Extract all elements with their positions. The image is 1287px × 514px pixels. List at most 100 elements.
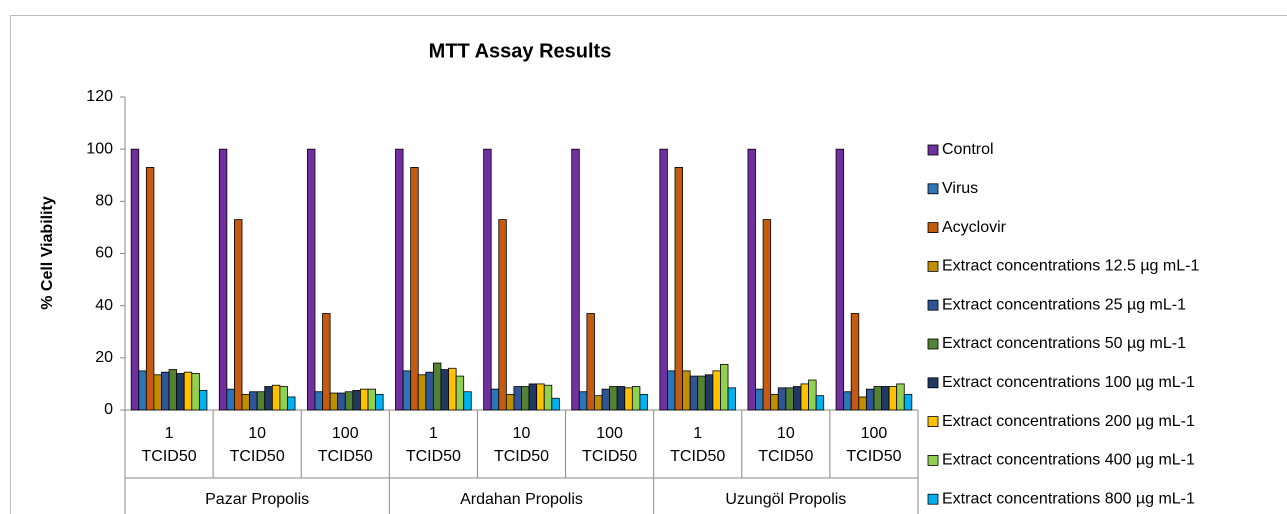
legend-label: Extract concentrations 50 µg mL-1 [942, 335, 1186, 352]
bar [881, 386, 890, 411]
legend-swatch [927, 377, 939, 389]
legend-swatch [927, 260, 939, 272]
bar [417, 374, 427, 411]
bar [234, 219, 243, 411]
bar [667, 370, 676, 411]
bar [835, 148, 845, 411]
bar [601, 388, 611, 411]
y-tick-label: 60 [95, 245, 113, 262]
bar [344, 391, 354, 411]
legend-label: Extract concentrations 12.5 µg mL-1 [942, 258, 1199, 275]
bar [850, 313, 860, 411]
x-tick-label: 10 TCID50 [493, 425, 550, 465]
group-label: Ardahan Propolis [460, 491, 583, 508]
bar [609, 386, 618, 411]
bar [616, 386, 626, 411]
bar [279, 386, 288, 411]
bar [448, 367, 457, 411]
legend-label: Extract concentrations 800 µg mL-1 [942, 490, 1195, 507]
bar [903, 393, 913, 411]
bar [367, 388, 376, 411]
bar [712, 370, 721, 411]
bar [306, 148, 316, 411]
legend-label: Extract concentrations 25 µg mL-1 [942, 296, 1186, 313]
bar [264, 386, 273, 411]
legend-swatch [927, 454, 939, 466]
bar [226, 388, 235, 411]
bar [843, 391, 852, 411]
bar [689, 375, 699, 411]
bar [682, 370, 691, 411]
bar [727, 387, 737, 411]
legend-label: Acyclovir [942, 219, 1007, 236]
bar [896, 383, 905, 411]
bar [624, 387, 633, 411]
legend-label: Extract concentrations 200 µg mL-1 [942, 413, 1195, 430]
bar [697, 375, 706, 411]
x-tick-label: 100 TCID50 [846, 425, 902, 465]
bar [513, 386, 522, 411]
x-tick-label: 1 TCID50 [670, 425, 726, 465]
bar [865, 388, 875, 411]
y-tick-label: 40 [95, 297, 113, 314]
bar [800, 383, 809, 411]
bar [130, 148, 140, 411]
bar [161, 371, 170, 411]
bar [888, 386, 898, 411]
y-tick-label: 100 [86, 140, 113, 157]
x-tick-label: 10 TCID50 [758, 425, 814, 465]
bar [314, 391, 323, 411]
x-tick-label: 100 TCID50 [317, 425, 373, 465]
bar [586, 313, 595, 411]
bar [873, 386, 882, 411]
bar [352, 390, 361, 411]
legend-swatch [927, 222, 939, 234]
y-tick-label: 80 [95, 193, 113, 210]
y-tick-label: 120 [86, 88, 113, 105]
bar [218, 148, 228, 411]
legend-label: Extract concentrations 400 µg mL-1 [942, 452, 1195, 469]
x-tick-label: 1 TCID50 [141, 425, 197, 465]
bar [176, 373, 185, 411]
bar [241, 393, 250, 411]
bar [785, 387, 794, 411]
bar [483, 148, 492, 411]
bar [631, 386, 641, 411]
legend-swatch [927, 299, 939, 311]
y-axis-label: % Cell Viability [39, 196, 56, 310]
bar [551, 397, 560, 411]
legend-swatch [927, 144, 939, 156]
bar [337, 392, 346, 411]
bar [770, 393, 779, 411]
bar [505, 393, 515, 411]
bar [425, 371, 434, 411]
bar [747, 148, 756, 411]
bar [720, 363, 729, 411]
bar [543, 384, 553, 411]
bar [498, 219, 507, 411]
bar [578, 391, 588, 411]
bar [808, 379, 817, 411]
x-tick-label: 10 TCID50 [229, 425, 285, 465]
bar [528, 383, 538, 411]
bar [594, 395, 603, 411]
x-tick-label: 1 TCID50 [405, 425, 461, 465]
bar [755, 388, 764, 411]
bar [153, 374, 162, 411]
bar [536, 383, 545, 411]
bar [639, 393, 648, 411]
bar [322, 313, 331, 411]
chart-frame [10, 15, 1287, 514]
bar [521, 386, 530, 411]
bar [858, 396, 867, 411]
legend-label: Virus [942, 180, 978, 197]
bar [674, 167, 683, 411]
bar [440, 369, 449, 411]
bar [395, 148, 404, 411]
legend-swatch [927, 416, 939, 428]
bar [490, 388, 500, 411]
legend-label: Control [942, 141, 994, 158]
legend-swatch [927, 493, 939, 505]
